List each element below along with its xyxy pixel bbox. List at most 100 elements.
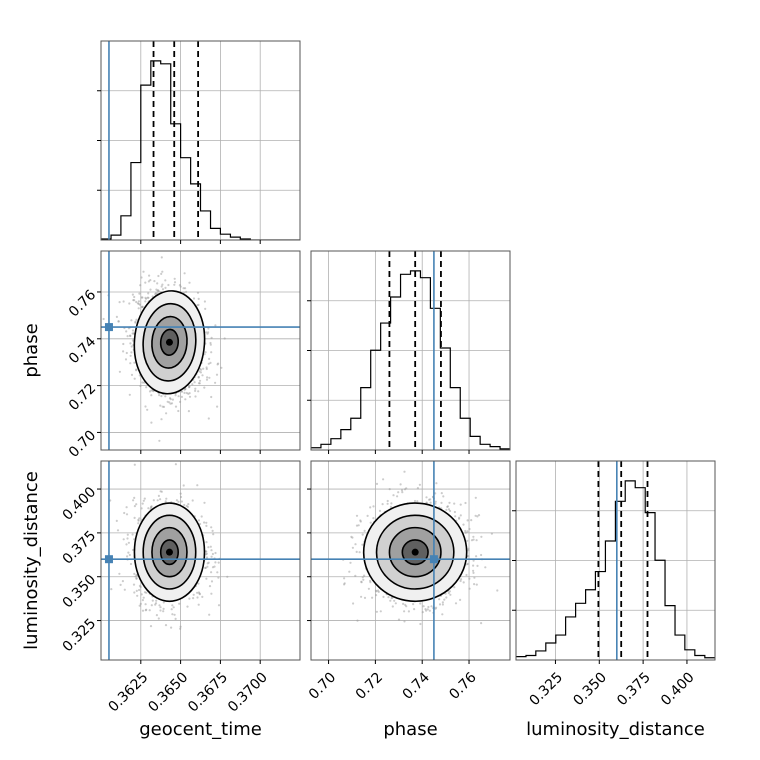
sample-point [407, 610, 410, 613]
sample-point [366, 514, 369, 518]
sample-point [524, 568, 526, 570]
sample-point [369, 521, 372, 524]
sample-point [446, 505, 449, 508]
sample-point [188, 395, 192, 398]
sample-point [158, 394, 161, 397]
sample-point [150, 421, 153, 424]
sample-point [129, 562, 133, 566]
sample-point [447, 591, 450, 595]
sample-point [464, 531, 467, 534]
sample-point [197, 603, 200, 606]
sample-point [159, 498, 162, 501]
sample-point [179, 492, 182, 495]
sample-point [397, 618, 401, 621]
sample-point [135, 589, 138, 593]
sample-point [403, 488, 407, 491]
contour-line [159, 539, 180, 566]
sample-point [138, 588, 141, 592]
sample-point [204, 307, 207, 310]
sample-point [115, 519, 118, 523]
sample-point [416, 500, 419, 503]
sample-point [435, 482, 438, 485]
sample-point [130, 373, 134, 376]
sample-point [164, 500, 167, 503]
sample-point [210, 571, 213, 574]
sample-point [197, 376, 200, 379]
sample-point [372, 517, 375, 520]
sample-point [141, 609, 145, 612]
sample-point [133, 505, 136, 508]
sample-point [378, 509, 382, 512]
sample-point [464, 501, 467, 505]
sample-point [490, 532, 493, 535]
sample-point [371, 596, 374, 599]
sample-point [390, 597, 393, 600]
sample-point [182, 484, 185, 487]
sample-point [127, 551, 130, 554]
sample-point [459, 579, 462, 583]
sample-point [140, 296, 143, 299]
sample-point [201, 595, 204, 599]
sample-point [465, 573, 468, 577]
sample-point [205, 577, 208, 580]
sample-point [459, 503, 462, 506]
sample-point [356, 619, 359, 622]
sample-point [148, 274, 151, 277]
sample-point [115, 315, 118, 318]
sample-point [140, 593, 143, 596]
sample-point [142, 499, 145, 502]
sample-point [161, 283, 164, 286]
sample-point [397, 491, 400, 494]
sample-point [349, 561, 352, 564]
sample-point [418, 483, 421, 486]
sample-point [476, 564, 479, 568]
sample-point [396, 495, 399, 498]
sample-point [119, 583, 122, 587]
x-tick-label: 0.3675 [185, 669, 231, 715]
sample-point [133, 377, 136, 380]
y-tick-label: 0.400 [60, 484, 100, 524]
sample-point [179, 495, 183, 499]
sample-point [159, 404, 162, 407]
sample-point [133, 591, 136, 594]
sample-point [157, 290, 160, 293]
sample-point [442, 495, 445, 498]
sample-point [165, 497, 168, 500]
sample-point [156, 282, 159, 285]
sample-point [445, 508, 448, 511]
sample-point [152, 499, 155, 502]
sample-point [374, 589, 378, 592]
sample-point [179, 625, 182, 628]
sample-point [205, 367, 208, 371]
sample-point [196, 291, 200, 294]
sample-point [137, 302, 140, 305]
sample-point [144, 300, 147, 303]
sample-point [157, 494, 160, 497]
sample-point [462, 581, 465, 584]
sample-point [460, 578, 463, 581]
contour-line [401, 539, 429, 566]
y-tick-label: 0.350 [60, 572, 100, 612]
sample-point [140, 507, 143, 510]
sample-point [197, 390, 200, 393]
sample-point [449, 509, 452, 513]
contour-line [375, 514, 455, 590]
sample-point [196, 596, 199, 599]
sample-point [208, 376, 211, 379]
sample-point [372, 505, 375, 508]
sample-point [135, 368, 138, 371]
sample-point [392, 494, 395, 497]
sample-point [137, 300, 140, 303]
sample-point [213, 565, 216, 568]
sample-point [198, 379, 202, 382]
sample-point [210, 395, 213, 399]
x-tick-label: 0.325 [527, 669, 567, 709]
sample-point [453, 586, 456, 589]
sample-point [144, 405, 147, 408]
sample-point [145, 386, 148, 389]
y-tick-label: 0.375 [60, 528, 100, 568]
sample-point [159, 609, 162, 612]
sample-point [138, 517, 141, 520]
sample-point [125, 351, 128, 355]
